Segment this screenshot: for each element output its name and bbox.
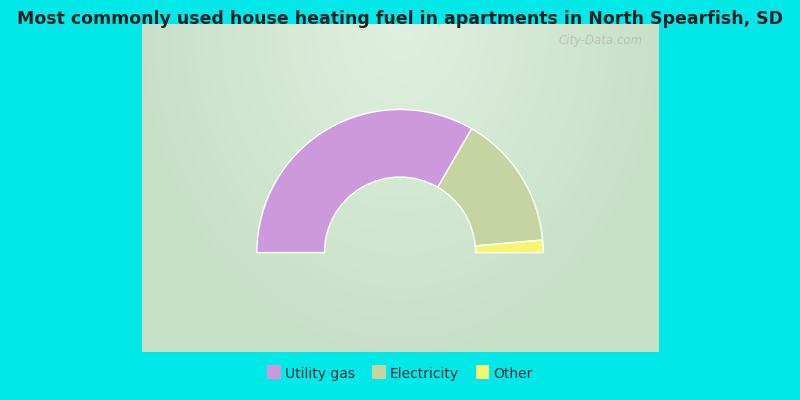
- Legend: Utility gas, Electricity, Other: Utility gas, Electricity, Other: [262, 362, 538, 386]
- Wedge shape: [257, 110, 472, 253]
- Wedge shape: [475, 240, 543, 253]
- Wedge shape: [438, 129, 542, 246]
- Text: Most commonly used house heating fuel in apartments in North Spearfish, SD: Most commonly used house heating fuel in…: [17, 10, 783, 28]
- Text: City-Data.com: City-Data.com: [558, 34, 643, 47]
